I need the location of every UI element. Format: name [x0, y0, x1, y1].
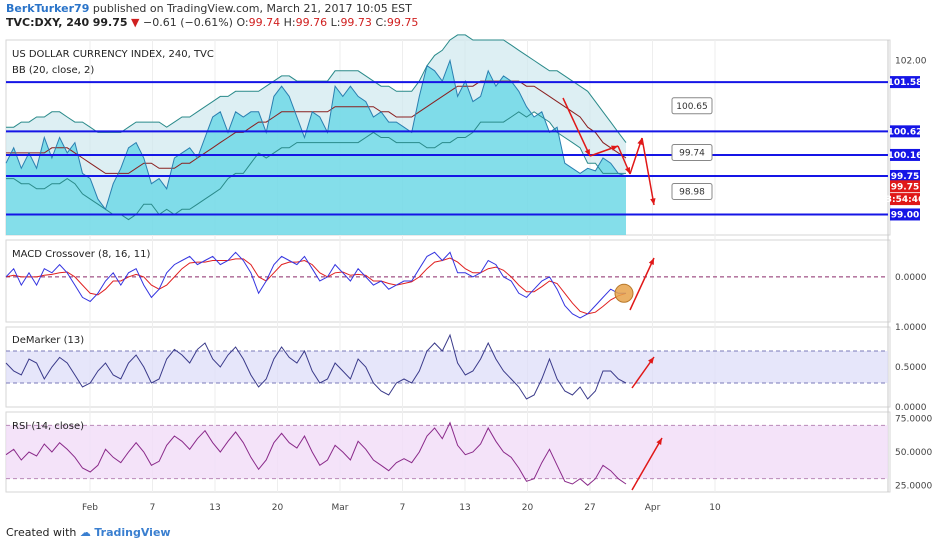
y-tick-label: 25.0000 [895, 481, 932, 491]
up-arrow-head [637, 138, 643, 145]
price-tag-label: 100.16 [888, 151, 923, 161]
open-label: O: [236, 16, 249, 29]
down-arrow-head [584, 149, 590, 156]
y-tick-label: 50.0000 [895, 448, 932, 458]
price-tag-label: 100.62 [888, 127, 923, 137]
change-arrow-icon: ▼ [131, 16, 140, 29]
bb-lower-line [6, 111, 626, 221]
rsi-up-arrow-head [656, 438, 662, 445]
chart-title: US DOLLAR CURRENCY INDEX, 240, TVC [12, 49, 214, 60]
price-tag-box [890, 125, 920, 138]
x-tick-label: Apr [645, 503, 661, 513]
bb-indicator-label: BB (20, close, 2) [12, 65, 94, 76]
demarker-line [5, 333, 627, 400]
rsi-up-arrow [631, 437, 663, 491]
author-link[interactable]: BerkTurker79 [6, 2, 90, 15]
rsi-line [5, 421, 627, 486]
x-tick-label: 7 [150, 503, 156, 513]
x-tick-label: 13 [209, 503, 220, 513]
publish-header: BerkTurker79 published on TradingView.co… [6, 2, 418, 30]
x-tick-label: 27 [584, 503, 595, 513]
x-tick-label: 20 [272, 503, 284, 513]
demarker-title: DeMarker (13) [12, 335, 84, 346]
y-tick-label: 75.0000 [895, 415, 932, 425]
price-tag-box [890, 180, 920, 193]
crossover-marker [614, 283, 634, 303]
rsi-title: RSI (14, close) [12, 421, 84, 432]
up-arrow-head [611, 145, 618, 151]
footer: Created with ☁ TradingView [6, 526, 171, 539]
symbol-label: TVC:DXY, 240 [6, 16, 90, 29]
callout-label: 100.65 [676, 102, 708, 112]
x-tick-label: Mar [332, 503, 349, 513]
demarker-up-arrow-head [648, 357, 654, 364]
high-value: 99.76 [295, 16, 328, 29]
macd-signal-line [5, 257, 627, 315]
price-tag-label: 99.00 [891, 210, 919, 220]
y-tick-label: 102.00 [895, 57, 927, 67]
price-tag-box [890, 193, 920, 206]
macd-up-arrow-head [648, 258, 654, 265]
publish-line: BerkTurker79 published on TradingView.co… [6, 2, 418, 16]
price-tag-box [890, 148, 920, 161]
callout-label: 99.74 [679, 149, 705, 159]
x-tick-label: 10 [709, 503, 721, 513]
price-tag-box [890, 169, 920, 182]
callout-box [671, 144, 713, 161]
tradingview-link[interactable]: TradingView [94, 526, 171, 539]
callout-label: 98.98 [679, 188, 705, 198]
down-arrow-head [624, 167, 630, 174]
macd-up-arrow [629, 257, 655, 311]
price-tag-label: 99.75 [891, 172, 919, 182]
close-label: C: [375, 16, 387, 29]
symbol-line: TVC:DXY, 240 99.75 ▼ −0.61 (−0.61%) O:99… [6, 16, 418, 30]
y-tick-label: 1.0000 [895, 323, 927, 333]
price-tag-label: 101.58 [888, 78, 923, 88]
y-tick-label: 0.0000 [895, 273, 927, 283]
low-label: L: [330, 16, 341, 29]
price-tag-label: 99.75 [891, 182, 919, 192]
x-tick-label: Feb [82, 503, 98, 513]
last-price: 99.75 [92, 16, 128, 29]
price-area [6, 60, 626, 235]
tradingview-logo-icon: ☁ [79, 526, 91, 539]
chart-text: Feb 7 13 20 Mar 7 13 20 27 Apr 10 101.58 100.62 100.1… [12, 49, 932, 513]
price-tag-box [890, 208, 920, 221]
bb-basis-line [6, 80, 627, 174]
x-tick-label: 7 [400, 503, 406, 513]
callout-box [671, 97, 713, 115]
close-value: 99.75 [386, 16, 419, 29]
change-value: −0.61 (−0.61%) [142, 16, 233, 29]
down-arrow-head [650, 198, 656, 205]
down-arrow [641, 137, 655, 206]
price-tag-label: 3:54:46 [886, 195, 925, 205]
y-tick-label: 0.0000 [895, 403, 927, 413]
macd-title: MACD Crossover (8, 16, 11) [12, 249, 150, 260]
open-value: 99.74 [248, 16, 281, 29]
rsi-band [6, 425, 888, 479]
high-label: H: [283, 16, 296, 29]
x-tick-label: 20 [522, 503, 534, 513]
x-tick-label: 13 [459, 503, 470, 513]
y-tick-label: 0.5000 [895, 363, 927, 373]
macd-line [5, 251, 626, 319]
price-line [5, 58, 627, 211]
demarker-band [6, 351, 888, 383]
callout-box [671, 183, 713, 200]
chart-marks [5, 34, 920, 491]
created-with-label: Created with [6, 526, 77, 539]
low-value: 99.73 [340, 16, 372, 29]
pane-1-frame [5, 239, 891, 323]
price-tag-box [890, 76, 920, 89]
publish-info: published on TradingView.com, March 21, … [92, 2, 412, 15]
down-arrow [562, 97, 591, 157]
